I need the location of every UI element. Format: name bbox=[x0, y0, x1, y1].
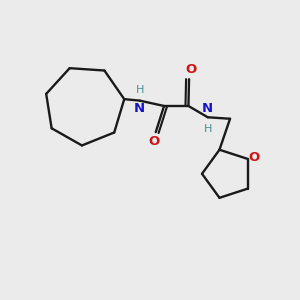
Text: H: H bbox=[204, 124, 212, 134]
Text: O: O bbox=[185, 63, 196, 76]
Text: O: O bbox=[249, 151, 260, 164]
Text: N: N bbox=[202, 102, 213, 115]
Text: O: O bbox=[148, 135, 160, 148]
Text: N: N bbox=[134, 102, 145, 115]
Text: H: H bbox=[136, 85, 144, 95]
